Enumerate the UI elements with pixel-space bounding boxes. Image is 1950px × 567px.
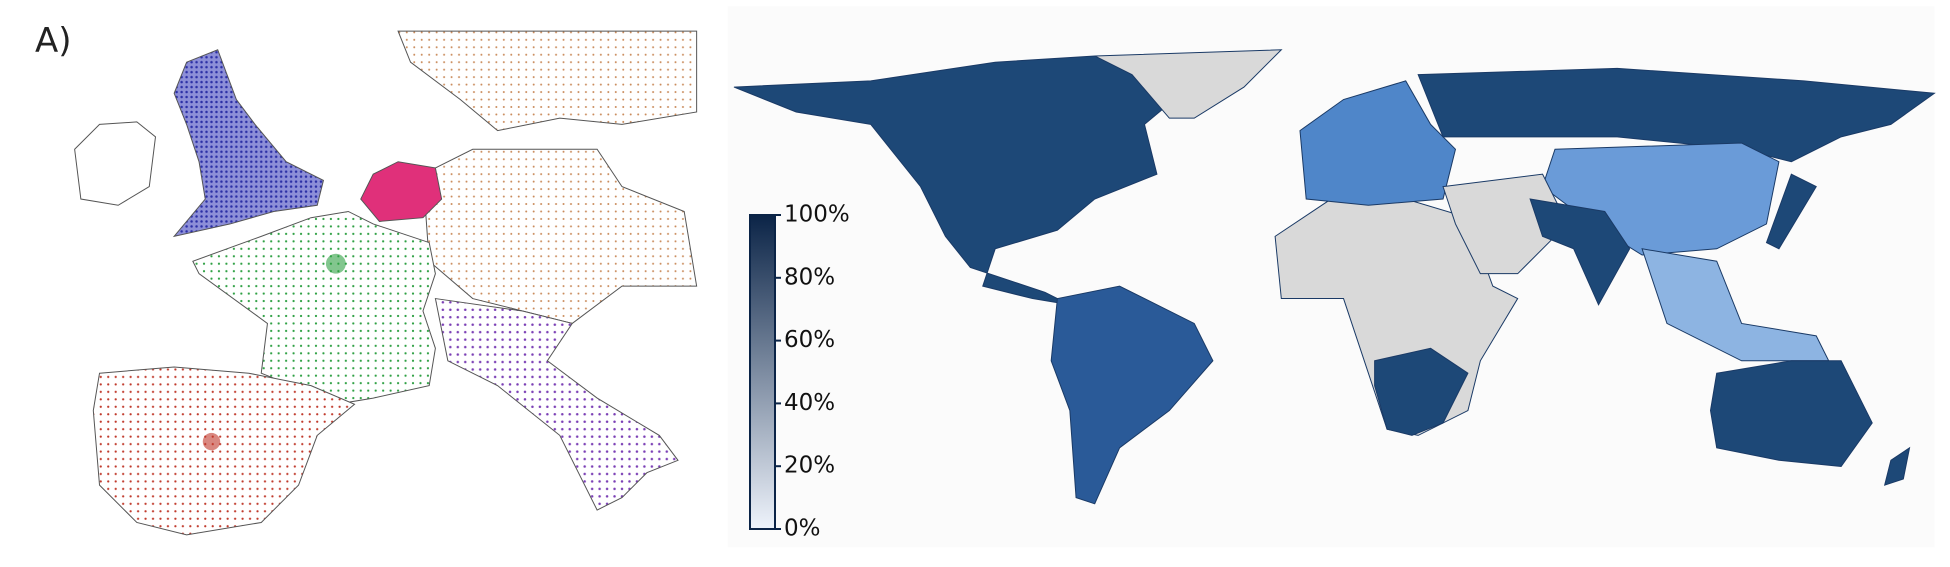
ireland [74, 121, 157, 206]
colorbar-tick-label: 100% [784, 202, 850, 228]
europe-map [74, 30, 698, 536]
colorbar-tick-label: 80% [784, 264, 835, 290]
italy [434, 297, 679, 511]
greenland [1094, 49, 1283, 119]
city-cluster [325, 253, 346, 274]
world-map [727, 6, 1936, 548]
colorbar-tick-label: 20% [784, 453, 835, 479]
netherlands [360, 161, 443, 222]
great-britain [172, 49, 325, 238]
central-europe [422, 148, 698, 324]
japan [1765, 173, 1817, 250]
southeast-asia [1641, 248, 1830, 362]
new-zealand [1883, 446, 1911, 486]
colorbar-tick-label: 60% [784, 327, 835, 353]
south-america [1050, 285, 1214, 505]
france [192, 210, 436, 405]
scandinavia [397, 30, 698, 132]
colorbar-tick-label: 0% [784, 516, 821, 542]
city-cluster [202, 432, 221, 451]
colorbar-tick-label: 40% [784, 390, 835, 416]
colorbar [749, 214, 776, 530]
southern-africa [1374, 347, 1469, 436]
middle-east [1442, 173, 1569, 275]
europe [1299, 80, 1457, 206]
australia [1709, 360, 1873, 468]
panel-label: A) [35, 21, 72, 61]
india [1529, 198, 1631, 306]
spain [92, 366, 356, 536]
russia [1417, 67, 1936, 163]
